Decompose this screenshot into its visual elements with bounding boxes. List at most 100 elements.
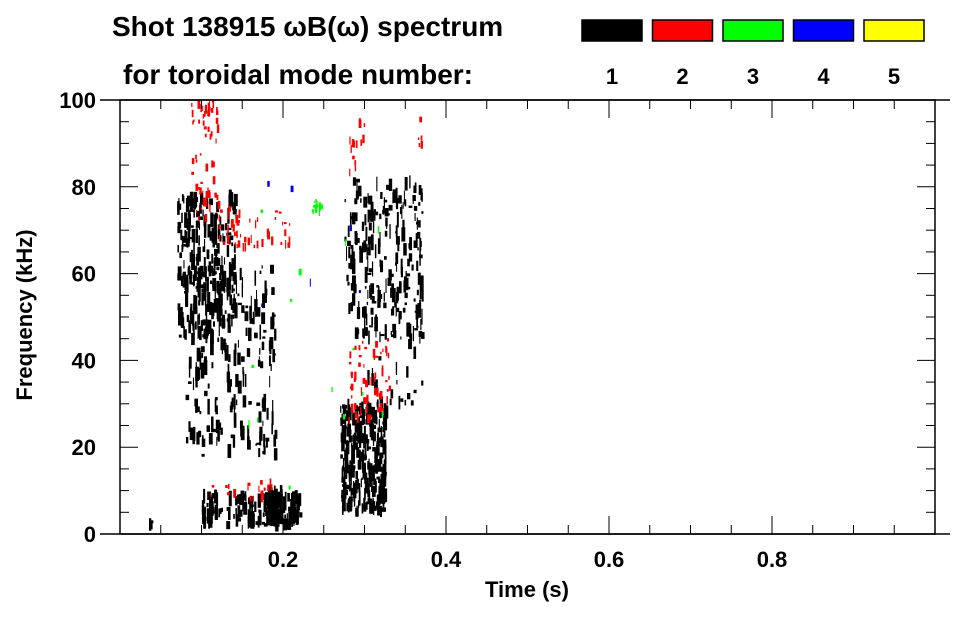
spectral-mark-mode-2	[256, 240, 259, 249]
spectral-mark-mode-1	[221, 270, 225, 284]
spectral-mark-mode-1	[189, 236, 194, 240]
spectral-mark-mode-1	[370, 465, 375, 470]
spectral-mark-mode-1	[379, 452, 383, 464]
spectral-mark-mode-1	[420, 318, 422, 331]
spectral-mark-mode-1	[374, 244, 377, 259]
spectral-mark-mode-1	[212, 321, 215, 327]
spectral-mark-mode-1	[211, 231, 214, 239]
spectral-mark-mode-1	[287, 492, 290, 502]
spectral-mark-mode-2	[354, 371, 357, 381]
spectral-mark-mode-1	[411, 264, 414, 271]
spectral-mark-mode-1	[245, 327, 248, 336]
spectral-mark-mode-1	[214, 489, 218, 504]
spectral-mark-mode-1	[400, 336, 402, 340]
spectral-mark-mode-1	[230, 263, 234, 277]
spectral-mark-mode-1	[349, 460, 354, 470]
spectral-mark-mode-1	[199, 192, 204, 205]
spectral-mark-mode-1	[212, 214, 216, 217]
spectral-mark-mode-1	[224, 310, 227, 314]
spectral-mark-mode-1	[363, 476, 367, 480]
spectral-mark-mode-1	[228, 189, 232, 203]
spectral-mark-mode-1	[251, 496, 254, 507]
spectral-mark-mode-1	[181, 194, 184, 202]
spectral-mark-mode-1	[268, 485, 273, 500]
spectral-mark-mode-2	[192, 120, 194, 125]
spectral-mark-mode-1	[259, 270, 262, 274]
spectral-mark-mode-1	[177, 266, 182, 281]
spectral-mark-mode-1	[357, 435, 360, 444]
spectral-mark-mode-1	[358, 500, 360, 509]
spectral-mark-mode-1	[381, 486, 384, 493]
spectral-mark-mode-2	[388, 375, 390, 380]
spectral-mark-mode-1	[363, 497, 366, 508]
spectral-mark-mode-1	[240, 490, 245, 503]
spectral-mark-mode-1	[341, 505, 344, 515]
spectral-mark-mode-1	[223, 278, 226, 293]
spectral-mark-mode-2	[202, 113, 205, 119]
spectral-mark-mode-1	[275, 513, 279, 525]
spectral-mark-mode-1	[211, 329, 214, 344]
spectral-mark-mode-2	[249, 218, 251, 223]
spectral-mark-mode-1	[362, 328, 365, 338]
y-tick-label: 60	[72, 262, 96, 287]
spectral-mark-mode-2	[262, 492, 264, 501]
spectral-mark-mode-1	[405, 270, 407, 281]
spectral-mark-mode-1	[199, 355, 202, 370]
spectral-mark-mode-1	[382, 426, 385, 433]
spectral-mark-mode-1	[408, 323, 412, 338]
spectral-mark-mode-1	[221, 318, 226, 328]
spectral-mark-mode-2	[200, 181, 203, 184]
spectral-mark-mode-1	[268, 355, 271, 367]
spectral-mark-mode-2	[228, 483, 230, 490]
spectral-mark-mode-1	[354, 419, 359, 432]
spectral-mark-mode-1	[412, 325, 415, 342]
spectral-mark-mode-1	[370, 472, 373, 483]
spectral-mark-mode-1	[398, 395, 401, 410]
spectral-mark-mode-1	[413, 346, 417, 359]
spectral-mark-mode-1	[418, 185, 422, 195]
spectral-mark-mode-1	[207, 291, 211, 305]
spectral-mark-mode-1	[209, 233, 212, 241]
spectral-mark-mode-1	[388, 204, 393, 211]
spectral-mark-mode-1	[268, 499, 271, 514]
x-tick-label: 0.4	[431, 547, 462, 572]
spectral-mark-mode-1	[370, 287, 373, 300]
spectral-mark-mode-1	[226, 291, 231, 297]
spectral-mark-mode-1	[210, 212, 214, 227]
spectral-mark-mode-1	[254, 332, 258, 339]
spectral-mark-mode-1	[210, 510, 213, 524]
spectral-mark-mode-1	[248, 511, 251, 528]
spectral-mark-mode-1	[232, 204, 236, 209]
spectral-mark-mode-1	[228, 227, 232, 231]
spectral-mark-mode-1	[271, 317, 273, 325]
spectral-mark-mode-1	[185, 237, 190, 247]
spectral-mark-mode-2	[250, 234, 252, 243]
spectral-mark-mode-1	[416, 325, 419, 328]
spectral-mark-mode-1	[372, 431, 376, 441]
spectral-mark-mode-1	[264, 280, 267, 292]
spectral-mark-mode-1	[209, 231, 213, 234]
spectral-mark-mode-1	[372, 425, 377, 430]
spectral-mark-mode-1	[227, 325, 231, 333]
spectral-mark-mode-1	[199, 216, 203, 220]
spectral-mark-mode-1	[237, 302, 242, 306]
spectral-mark-mode-1	[206, 249, 210, 260]
spectral-mark-mode-1	[229, 294, 233, 306]
spectral-mark-mode-2	[230, 219, 234, 228]
spectral-mark-mode-2	[236, 230, 238, 238]
spectral-mark-mode-1	[361, 503, 364, 514]
spectral-mark-mode-2	[195, 183, 199, 187]
spectral-mark-mode-3	[288, 485, 291, 490]
spectral-mark-mode-1	[199, 205, 202, 214]
spectral-mark-mode-1	[406, 322, 411, 337]
spectral-mark-mode-2	[350, 403, 354, 413]
spectral-mark-mode-1	[235, 507, 237, 519]
spectral-mark-mode-1	[183, 260, 185, 269]
spectral-mark-mode-1	[369, 285, 371, 299]
spectral-mark-mode-2	[236, 244, 238, 249]
spectral-mark-mode-1	[290, 502, 294, 517]
spectral-mark-mode-1	[383, 488, 388, 502]
spectral-mark-mode-2	[386, 338, 390, 342]
spectral-mark-mode-1	[231, 242, 234, 247]
spectral-mark-mode-1	[277, 498, 279, 511]
